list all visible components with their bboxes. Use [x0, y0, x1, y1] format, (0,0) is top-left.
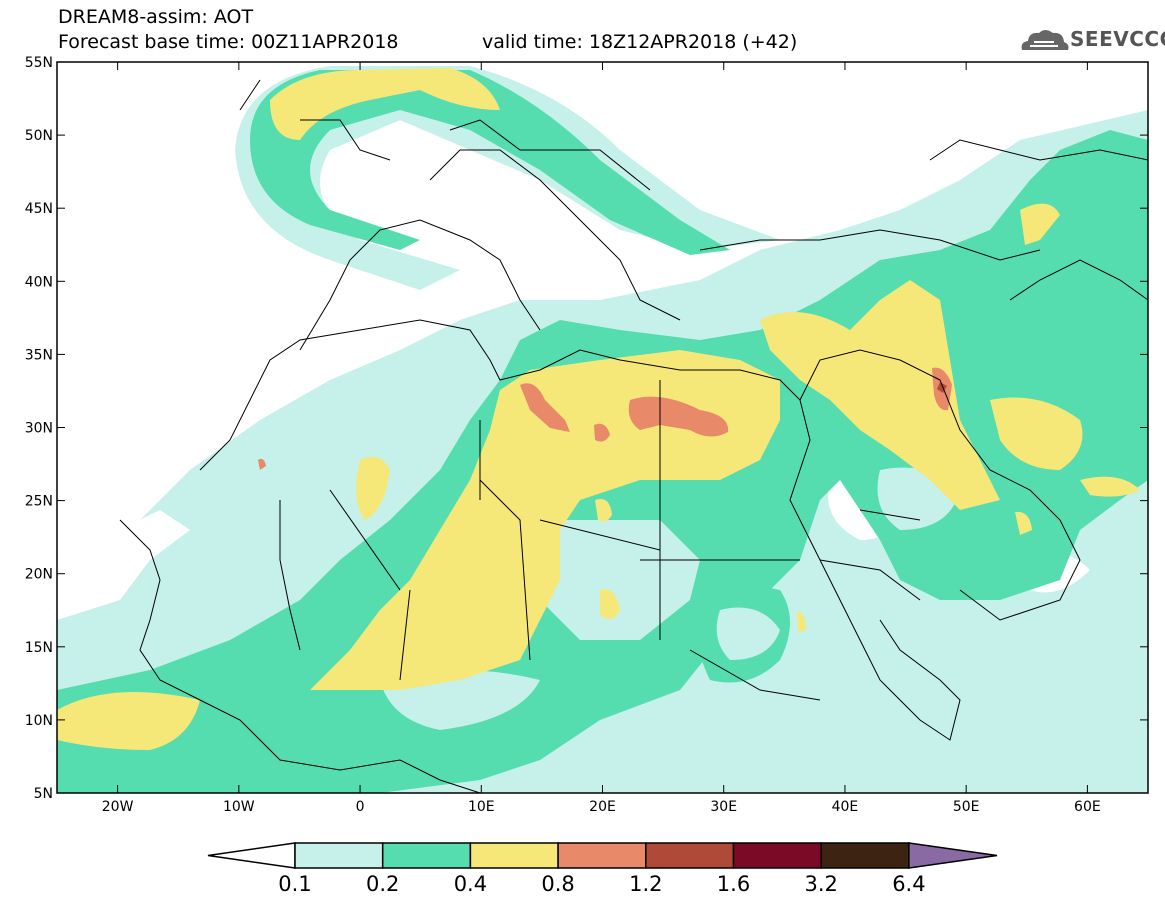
- colorbar-label: 0.8: [541, 872, 574, 896]
- colorbar-label: 0.2: [366, 872, 399, 896]
- lat-tick-label: 10N: [25, 713, 53, 729]
- lat-tick-label: 40N: [25, 274, 53, 290]
- colorbar-high-arrow: [908, 842, 998, 869]
- logo-text: SEEVCCC: [1070, 27, 1165, 51]
- lon-tick-label: 10E: [468, 799, 495, 815]
- lon-tick-label: 50E: [953, 799, 980, 815]
- valid-time: valid time: 18Z12APR2018 (+42): [482, 31, 798, 53]
- lat-tick-label: 5N: [34, 786, 53, 802]
- colorbar-segment: [820, 842, 910, 869]
- colorbar-label: 0.1: [278, 872, 311, 896]
- colorbar-segment: [469, 842, 559, 869]
- lon-tick-label: 60E: [1074, 799, 1101, 815]
- colorbar-segment: [381, 842, 472, 869]
- colorbar-segment: [557, 842, 647, 869]
- colorbar-label: 6.4: [892, 872, 925, 896]
- lat-tick-label: 50N: [25, 128, 53, 144]
- aot-colorbar: 0.1 0.2 0.4 0.8 1.2 1.6 3.2 6.4: [207, 842, 998, 896]
- colorbar-label: 3.2: [804, 872, 837, 896]
- lat-tick-label: 45N: [25, 201, 53, 217]
- lon-tick-label: 20E: [589, 799, 616, 815]
- colorbar-label: 1.2: [629, 872, 662, 896]
- colorbar-low-arrow: [207, 842, 296, 869]
- colorbar-label: 0.4: [454, 872, 487, 896]
- lon-tick-label: 0: [356, 799, 365, 815]
- model-title: DREAM8-assim: AOT: [58, 6, 254, 28]
- lat-tick-label: 30N: [25, 421, 53, 437]
- lon-tick-label: 30E: [710, 799, 737, 815]
- aot-field: [57, 66, 1148, 793]
- seevccc-logo: [1021, 30, 1069, 50]
- lat-tick-label: 25N: [25, 494, 53, 510]
- forecast-base-time: Forecast base time: 00Z11APR2018: [58, 31, 399, 53]
- lon-tick-label: 10W: [223, 799, 255, 815]
- colorbar-segment: [645, 842, 735, 869]
- lat-tick-label: 35N: [25, 347, 53, 363]
- lon-tick-label: 40E: [832, 799, 859, 815]
- lat-tick-label: 55N: [25, 55, 53, 71]
- lat-tick-label: 15N: [25, 640, 53, 656]
- colorbar-segment: [294, 842, 384, 869]
- colorbar-label: 1.6: [717, 872, 750, 896]
- lat-tick-label: 20N: [25, 567, 53, 583]
- lon-tick-label: 20W: [102, 799, 134, 815]
- coastlines-borders: [119, 79, 1148, 793]
- axis-ticks: 20W 10W 0 10E 20E 30E 40E 50E 60E 55N 50N 45N 40N 35N…: [25, 55, 1148, 815]
- colorbar-segment: [732, 842, 822, 869]
- aot-level-0.4: [57, 68, 1140, 750]
